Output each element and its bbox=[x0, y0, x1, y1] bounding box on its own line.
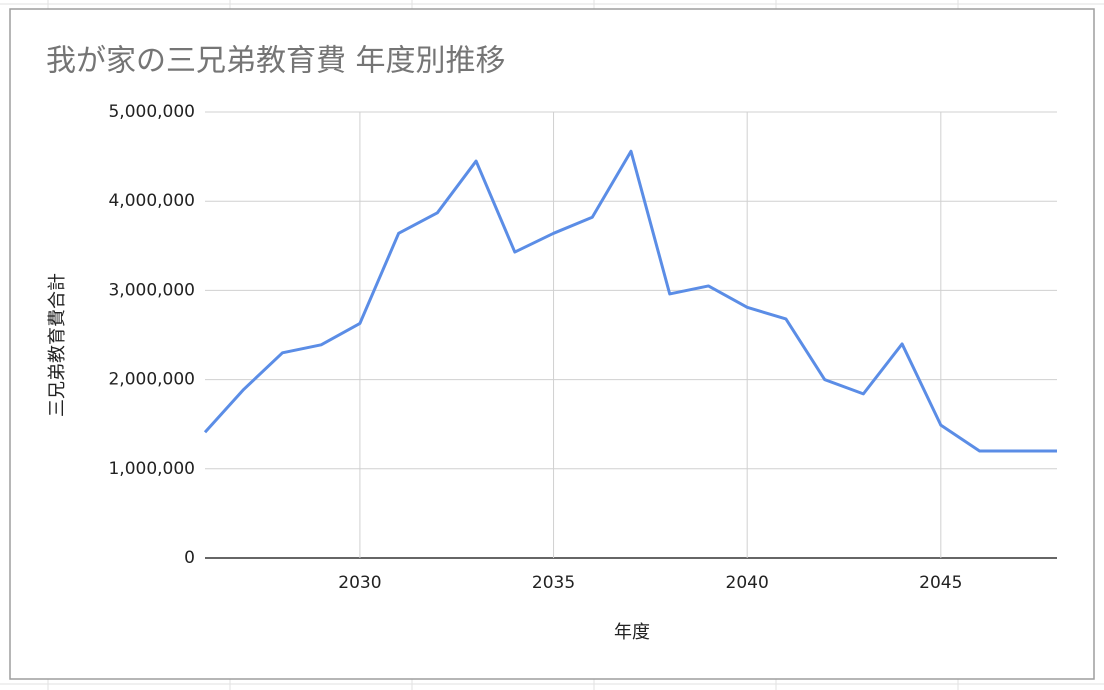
x-axis-title: 年度 bbox=[614, 622, 650, 643]
y-tick-label: 0 bbox=[184, 548, 195, 568]
line-series bbox=[203, 149, 1057, 453]
x-tick-label: 2035 bbox=[532, 573, 575, 593]
x-tick-label: 2040 bbox=[726, 573, 769, 593]
y-tick-label: 1,000,000 bbox=[108, 459, 195, 479]
chart-frame bbox=[9, 8, 1095, 680]
y-tick-label: 4,000,000 bbox=[108, 191, 195, 211]
chart-title: 我が家の三兄弟教育費 年度別推移 bbox=[46, 44, 506, 79]
y-tick-label: 2,000,000 bbox=[108, 370, 195, 390]
x-tick-label: 2045 bbox=[919, 573, 962, 593]
y-axis-title: 三兄弟教育費合計 bbox=[47, 273, 68, 417]
y-tick-label: 3,000,000 bbox=[108, 280, 195, 300]
y-tick-label: 5,000,000 bbox=[108, 102, 195, 122]
x-tick-label: 2030 bbox=[338, 573, 381, 593]
